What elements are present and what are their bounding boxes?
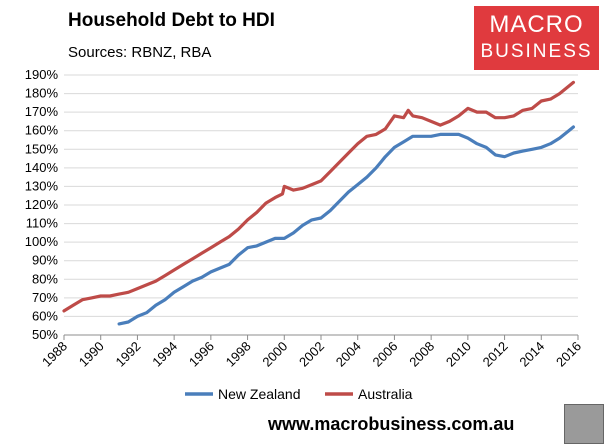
chart-legend: New Zealand Australia (185, 386, 413, 402)
x-tick-label: 1992 (112, 339, 143, 370)
x-tick-label: 1994 (149, 339, 180, 370)
x-tick-label: 2012 (480, 339, 511, 370)
x-tick-label: 1996 (186, 339, 217, 370)
series-line-new-zealand (117, 125, 576, 326)
x-tick-label: 2010 (443, 339, 474, 370)
x-tick-label: 2016 (553, 339, 584, 370)
x-tick-label: 2002 (296, 339, 327, 370)
x-tick-label: 1998 (223, 339, 254, 370)
chart-subtitle: Sources: RBNZ, RBA (68, 44, 212, 61)
x-tick-label: 1988 (39, 339, 70, 370)
chart-title: Household Debt to HDI (68, 10, 275, 31)
series-line-australia (62, 80, 576, 313)
y-tick-label: 120% (25, 197, 59, 212)
y-tick-label: 130% (25, 178, 59, 193)
y-tick-label: 150% (25, 141, 59, 156)
y-tick-label: 160% (25, 123, 59, 138)
y-tick-label: 170% (25, 104, 59, 119)
footer-url[interactable]: www.macrobusiness.com.au (268, 414, 515, 434)
y-tick-label: 180% (25, 86, 59, 101)
y-tick-label: 70% (32, 290, 58, 305)
y-tick-label: 100% (25, 234, 59, 249)
x-tick-label: 2008 (406, 339, 437, 370)
y-tick-label: 50% (32, 327, 58, 342)
chart-series (62, 80, 576, 326)
logo-line-business: BUSINESS (480, 41, 593, 62)
y-tick-label: 60% (32, 308, 58, 323)
wolf-logo-icon (564, 404, 604, 444)
y-tick-label: 90% (32, 253, 58, 268)
y-tick-label: 190% (25, 67, 59, 82)
macrobusiness-logo: MACRO BUSINESS (474, 6, 599, 70)
y-tick-label: 140% (25, 160, 59, 175)
y-tick-label: 110% (26, 216, 59, 231)
x-tick-label: 2006 (369, 339, 400, 370)
legend-label-australia: Australia (358, 386, 413, 402)
logo-line-macro: MACRO (489, 11, 584, 38)
x-tick-label: 2014 (516, 339, 547, 370)
x-tick-label: 2004 (333, 339, 364, 370)
x-tick-label: 2000 (259, 339, 290, 370)
x-tick-label: 1990 (76, 339, 107, 370)
chart-gridlines (64, 74, 578, 317)
legend-label-new-zealand: New Zealand (218, 386, 301, 402)
y-tick-label: 80% (32, 271, 58, 286)
